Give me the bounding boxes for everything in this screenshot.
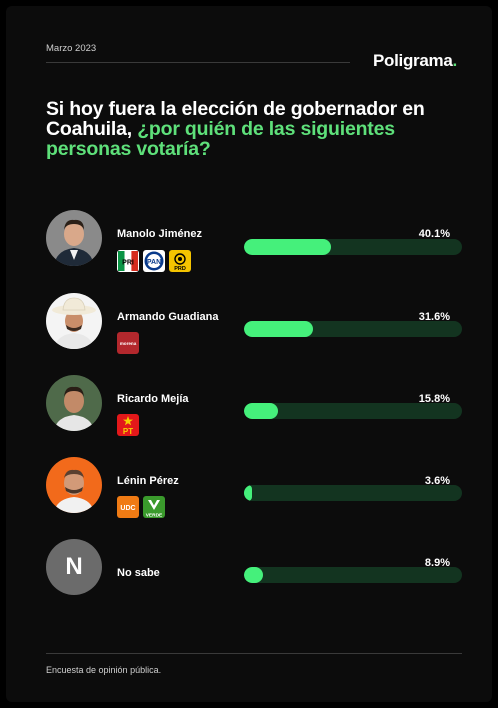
percentage-label: 8.9% — [424, 557, 450, 569]
svg-text:PAN: PAN — [147, 259, 161, 266]
party-logos: morena — [117, 332, 139, 354]
candidate-name: Ricardo Mejía — [117, 393, 189, 405]
bar-fill-lenin-perez — [244, 485, 252, 501]
bar-fill-armando-guadiana — [244, 321, 313, 337]
avatar-ricardo-mejia — [46, 375, 102, 431]
bar-track — [244, 403, 462, 419]
bar-fill-ricardo-mejia — [244, 403, 279, 419]
avatar-armando-guadiana — [46, 293, 102, 349]
bar-track — [244, 321, 462, 337]
question-text: Si hoy fuera la elección de gobernador e… — [46, 98, 425, 140]
svg-text:VERDE: VERDE — [146, 513, 163, 519]
party-logos: PT — [117, 414, 139, 436]
percentage-label: 40.1% — [418, 228, 450, 240]
avatar-manolo-jimenez — [46, 210, 102, 266]
percentage-label: 3.6% — [424, 475, 450, 487]
survey-card: Marzo 2023 Poligrama. Si hoy fuera la el… — [6, 6, 492, 702]
udc-logo-icon: UDC — [117, 496, 139, 518]
bar-track — [244, 485, 462, 501]
candidate-name: Lénin Pérez — [117, 475, 179, 487]
avatar-no-sabe: N — [46, 539, 102, 595]
bottom-divider — [46, 653, 462, 654]
svg-text:PT: PT — [123, 427, 133, 436]
candidate-name: Manolo Jiménez — [117, 228, 202, 240]
survey-date: Marzo 2023 — [46, 43, 97, 54]
party-logos: PRI PAN PRD — [117, 250, 191, 272]
avatar-lenin-perez — [46, 457, 102, 513]
verde-logo-icon: VERDE — [143, 496, 165, 518]
bar-fill-manolo-jimenez — [244, 239, 332, 255]
morena-logo-icon: morena — [117, 332, 139, 354]
candidate-name: No sabe — [117, 567, 160, 579]
bar-track — [244, 567, 462, 583]
question-highlight: ¿por quién de las siguientes personas vo… — [46, 118, 395, 160]
prd-logo-icon: PRD — [169, 250, 191, 272]
question-title: Si hoy fuera la elección de gobernador e… — [46, 99, 466, 159]
percentage-label: 15.8% — [418, 393, 450, 405]
percentage-label: 31.6% — [418, 311, 450, 323]
bar-fill-no-sabe — [244, 567, 264, 583]
party-logos: UDC VERDE — [117, 496, 165, 518]
svg-text:morena: morena — [120, 341, 137, 346]
brand-logo: Poligrama. — [373, 51, 457, 71]
svg-text:PRI: PRI — [122, 260, 134, 267]
brand-name: Poligrama — [373, 51, 453, 70]
candidate-name: Armando Guadiana — [117, 311, 219, 323]
avatar-letter: N — [65, 553, 83, 580]
brand-dot: . — [452, 51, 458, 70]
footer-note: Encuesta de opinión pública. — [46, 665, 162, 675]
svg-text:UDC: UDC — [120, 505, 135, 512]
pri-logo-icon: PRI — [117, 250, 139, 272]
top-divider — [46, 62, 350, 63]
pan-logo-icon: PAN — [143, 250, 165, 272]
svg-text:PRD: PRD — [174, 266, 186, 272]
bar-track — [244, 239, 462, 255]
pt-logo-icon: PT — [117, 414, 139, 436]
